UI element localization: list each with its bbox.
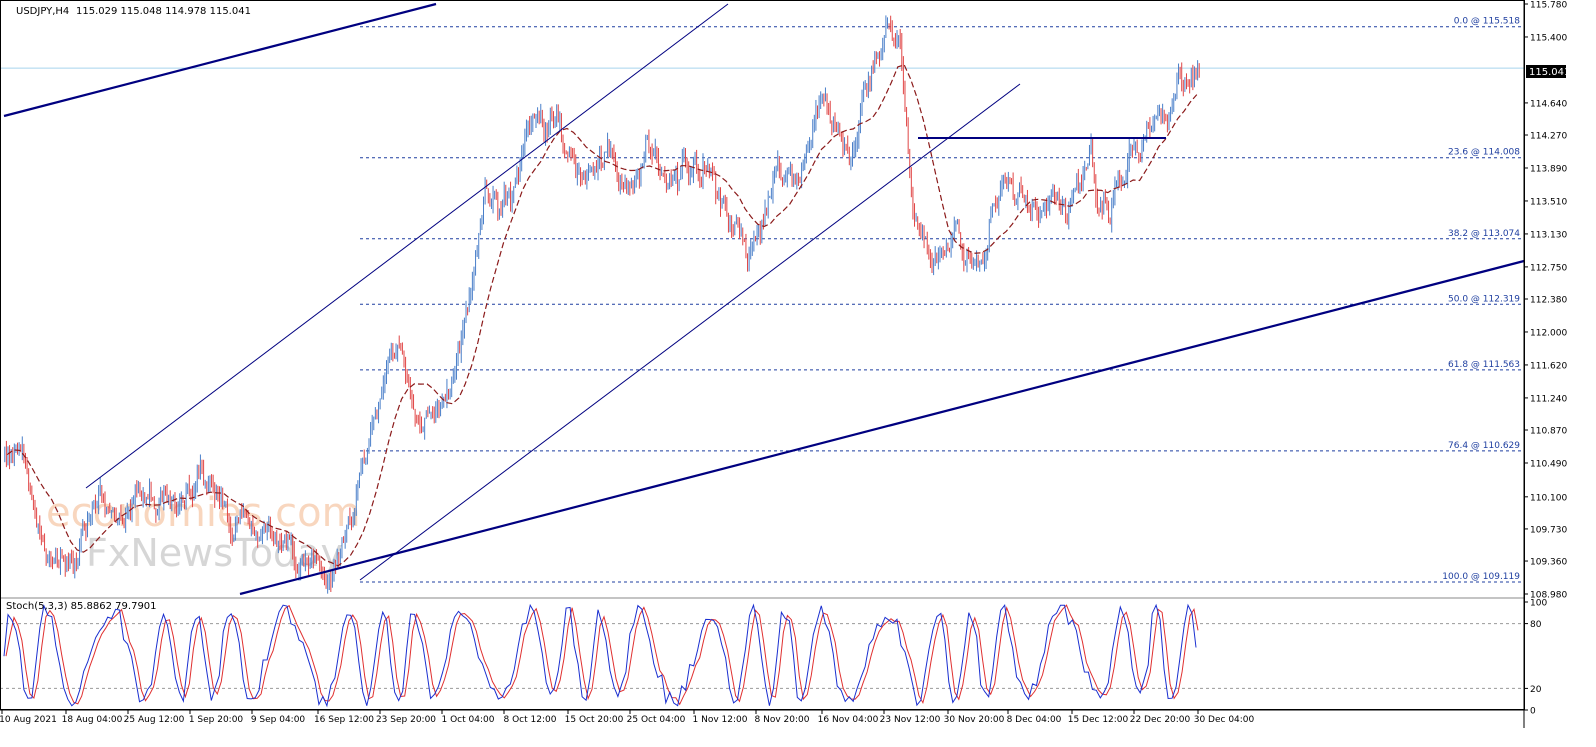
x-tick-label: 8 Dec 04:00 <box>1007 715 1062 725</box>
stoch-tick-label: 0 <box>1530 707 1536 717</box>
x-tick-label: 10 Aug 2021 <box>0 715 57 725</box>
trendline <box>239 259 1525 596</box>
y-tick-label: 110.870 <box>1530 427 1567 437</box>
y-tick-label: 113.890 <box>1530 164 1567 174</box>
fib-level-label: 0.0 @ 115.518 <box>1454 17 1521 27</box>
ohlc-readout: 115.029 115.048 114.978 115.041 <box>76 6 251 17</box>
y-tick-label: 115.780 <box>1530 1 1567 11</box>
x-tick-label: 1 Nov 12:00 <box>693 715 748 725</box>
fib-level-label: 100.0 @ 109.119 <box>1442 572 1520 582</box>
x-tick-label: 9 Sep 04:00 <box>251 715 306 725</box>
moving-average-line <box>6 64 1198 567</box>
moving-average <box>6 64 1198 567</box>
x-tick-label: 16 Nov 04:00 <box>818 715 879 725</box>
fib-level-label: 38.2 @ 113.074 <box>1448 229 1520 239</box>
x-tick-label: 15 Oct 20:00 <box>565 715 624 725</box>
trendlines[interactable] <box>3 2 1525 596</box>
fib-level-label: 50.0 @ 112.319 <box>1448 294 1520 304</box>
x-tick-label: 18 Aug 04:00 <box>62 715 123 725</box>
y-tick-label: 112.750 <box>1530 263 1567 273</box>
symbol-label: USDJPY,H4 <box>16 6 69 17</box>
stoch-label: Stoch(5,3,3) 85.8862 79.7901 <box>6 601 157 612</box>
x-tick-label: 23 Nov 12:00 <box>880 715 941 725</box>
x-tick-label: 25 Oct 04:00 <box>627 715 686 725</box>
y-tick-label: 112.000 <box>1530 328 1567 338</box>
chart-frame <box>0 0 1525 710</box>
x-tick-label: 22 Dec 20:00 <box>1130 715 1191 725</box>
y-tick-label: 111.620 <box>1530 361 1567 371</box>
y-tick-label: 109.360 <box>1530 558 1567 568</box>
y-tick-label: 114.640 <box>1530 99 1567 109</box>
stoch-tick-label: 80 <box>1530 620 1542 630</box>
y-tick-label: 115.400 <box>1530 33 1567 43</box>
y-tick-label: 113.510 <box>1530 197 1567 207</box>
stoch-main-line <box>3 603 1197 708</box>
stochastic-panel <box>0 597 1524 708</box>
x-tick-label: 30 Dec 04:00 <box>1194 715 1255 725</box>
watermark-line1: economies.com <box>46 490 361 536</box>
fib-level-label: 61.8 @ 111.563 <box>1448 360 1520 370</box>
x-tick-label: 30 Nov 20:00 <box>944 715 1005 725</box>
x-tick-label: 23 Sep 20:00 <box>376 715 436 725</box>
trendline <box>359 83 1021 581</box>
y-tick-label: 112.380 <box>1530 296 1567 306</box>
price-tag: 115.041 <box>1526 65 1570 78</box>
trendline <box>3 2 437 118</box>
axes: 115.780 115.400 114.640 114.270 113.890 113.5… <box>0 0 1567 728</box>
x-tick-label: 16 Sep 12:00 <box>314 715 374 725</box>
x-tick-label: 25 Aug 12:00 <box>124 715 185 725</box>
x-tick-label: 8 Oct 12:00 <box>504 715 557 725</box>
price-tag-label: 115.041 <box>1529 67 1570 78</box>
stoch-tick-label: 20 <box>1530 685 1542 695</box>
y-tick-label: 110.100 <box>1530 493 1567 503</box>
trendline <box>85 3 729 489</box>
fib-level-label: 23.6 @ 114.008 <box>1448 148 1520 158</box>
watermark-line2: FxNewsToday <box>86 531 343 575</box>
x-tick-label: 1 Sep 20:00 <box>189 715 244 725</box>
fib-level-label: 76.4 @ 110.629 <box>1448 441 1520 451</box>
fibonacci-levels[interactable]: 0.0 @ 115.518 23.6 @ 114.008 38.2 @ 113.07… <box>360 17 1524 583</box>
y-tick-label: 114.270 <box>1530 132 1567 142</box>
stoch-signal-line <box>5 604 1199 706</box>
x-tick-label: 8 Nov 20:00 <box>755 715 810 725</box>
y-tick-label: 113.130 <box>1530 230 1567 240</box>
y-tick-label: 111.240 <box>1530 394 1567 404</box>
y-tick-label: 108.980 <box>1530 591 1567 601</box>
x-tick-label: 15 Dec 12:00 <box>1068 715 1129 725</box>
stoch-tick-label: 100 <box>1530 599 1547 609</box>
y-tick-label: 109.730 <box>1530 525 1567 535</box>
y-tick-label: 110.490 <box>1530 459 1567 469</box>
candles <box>4 15 1200 594</box>
x-tick-label: 1 Oct 04:00 <box>442 715 495 725</box>
